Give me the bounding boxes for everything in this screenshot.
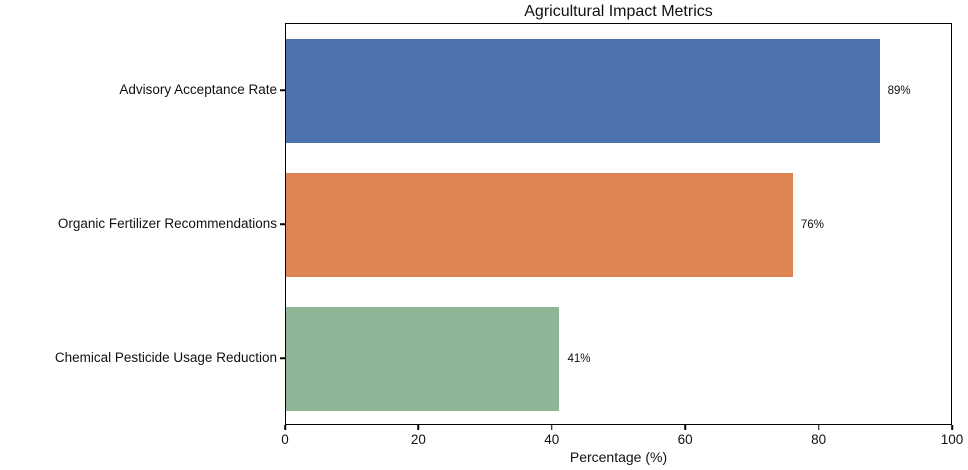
y-tick-mark: [280, 89, 285, 91]
plot-area: 89% 76% 41%: [285, 23, 952, 425]
x-tick-mark: [551, 425, 553, 430]
x-tick-mark: [417, 425, 420, 430]
chart-title: Agricultural Impact Metrics: [524, 3, 713, 20]
x-tick-mark: [284, 425, 286, 430]
y-tick-mark: [280, 223, 285, 225]
value-label-organic-fertilizer-recommendations: 76%: [800, 219, 824, 231]
value-label-chemical-pesticide-usage-reduction: 41%: [567, 353, 591, 365]
x-tick-mark: [684, 425, 686, 430]
x-tick-label: 0: [281, 432, 289, 447]
x-tick-label: 80: [811, 432, 827, 447]
x-axis-label: Percentage (%): [569, 449, 668, 465]
x-tick-label: 40: [544, 432, 560, 447]
x-tick-mark: [817, 425, 820, 430]
bar-organic-fertilizer-recommendations: [286, 173, 793, 277]
category-label-chemical-pesticide-usage-reduction: Chemical Pesticide Usage Reduction: [54, 350, 277, 365]
x-tick-label: 100: [940, 432, 964, 447]
x-tick-label: 20: [410, 432, 426, 447]
x-tick-mark: [951, 425, 953, 430]
value-label-advisory-acceptance-rate: 89%: [887, 85, 911, 97]
category-label-advisory-acceptance-rate: Advisory Acceptance Rate: [119, 82, 277, 97]
x-tick-label: 60: [677, 432, 693, 447]
y-tick-mark: [280, 357, 285, 359]
bar-chemical-pesticide-usage-reduction: [286, 307, 560, 411]
bar-advisory-acceptance-rate: [286, 39, 880, 143]
category-label-organic-fertilizer-recommendations: Organic Fertilizer Recommendations: [57, 216, 277, 231]
